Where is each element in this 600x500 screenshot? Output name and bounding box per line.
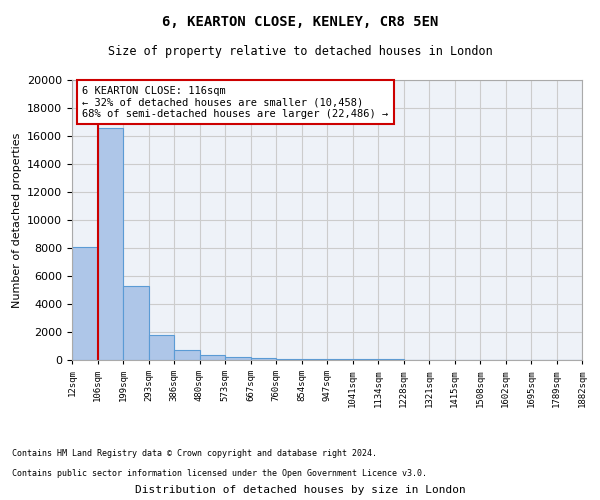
Text: 6 KEARTON CLOSE: 116sqm
← 32% of detached houses are smaller (10,458)
68% of sem: 6 KEARTON CLOSE: 116sqm ← 32% of detache… — [82, 86, 388, 119]
Bar — [276, 358, 302, 360]
Text: Contains HM Land Registry data © Crown copyright and database right 2024.: Contains HM Land Registry data © Crown c… — [12, 448, 377, 458]
Text: Size of property relative to detached houses in London: Size of property relative to detached ho… — [107, 45, 493, 58]
Bar — [302, 359, 327, 360]
Bar — [225, 356, 251, 360]
Bar — [199, 354, 225, 360]
Text: Distribution of detached houses by size in London: Distribution of detached houses by size … — [134, 485, 466, 495]
Bar — [123, 286, 149, 360]
Bar — [72, 246, 97, 360]
Text: Contains public sector information licensed under the Open Government Licence v3: Contains public sector information licen… — [12, 468, 427, 477]
Bar — [97, 128, 123, 360]
Bar — [174, 350, 199, 360]
Bar — [251, 358, 276, 360]
Bar — [327, 359, 353, 360]
Bar — [149, 335, 174, 360]
Y-axis label: Number of detached properties: Number of detached properties — [11, 132, 22, 308]
Text: 6, KEARTON CLOSE, KENLEY, CR8 5EN: 6, KEARTON CLOSE, KENLEY, CR8 5EN — [162, 15, 438, 29]
